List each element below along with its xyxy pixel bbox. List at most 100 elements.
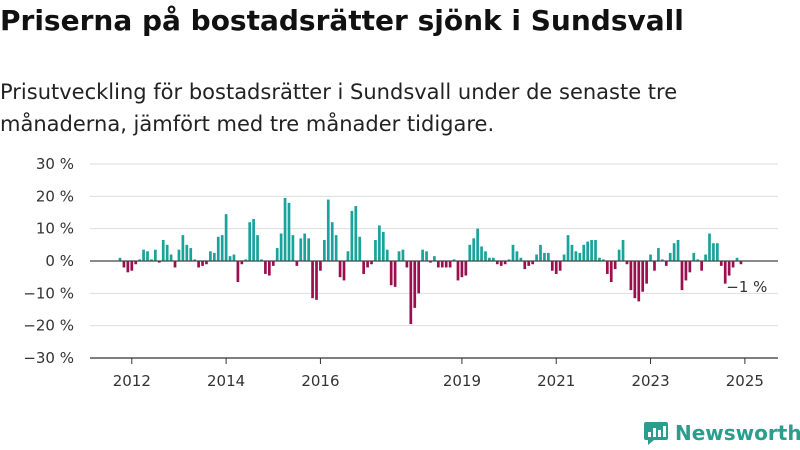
- bar: [531, 261, 534, 265]
- bar: [334, 235, 338, 261]
- brand-name: Newsworthy: [675, 421, 800, 445]
- bar: [527, 261, 531, 266]
- y-tick-label: 30 %: [36, 155, 74, 173]
- bar: [672, 243, 676, 261]
- y-tick-label: 10 %: [36, 220, 74, 238]
- bar: [637, 261, 641, 302]
- bar: [323, 239, 326, 261]
- y-axis: 30 % 20 % 10 % 0 % −10 % −20 % −30 %: [23, 155, 74, 367]
- bar: [385, 249, 389, 261]
- bar: [389, 261, 393, 286]
- bar: [433, 256, 436, 261]
- bar: [338, 261, 342, 278]
- bar: [209, 251, 212, 261]
- x-tick-label: 2012: [113, 372, 151, 390]
- bar: [366, 261, 369, 268]
- bar: [326, 199, 330, 261]
- bar: [735, 257, 739, 261]
- bar: [558, 261, 562, 271]
- bar: [405, 261, 409, 268]
- bar: [311, 261, 314, 299]
- bar: [488, 257, 491, 261]
- bar: [684, 261, 688, 281]
- bar: [397, 251, 401, 261]
- bar: [727, 261, 731, 276]
- bar: [562, 254, 566, 261]
- y-tick-label: −30 %: [23, 349, 74, 367]
- bar: [330, 222, 334, 261]
- bar: [484, 251, 487, 261]
- bar: [220, 235, 224, 261]
- y-tick-label: 20 %: [36, 187, 74, 205]
- bar: [205, 261, 208, 265]
- bar: [664, 261, 668, 266]
- bar: [126, 261, 130, 273]
- bar: [267, 261, 271, 276]
- x-tick-label: 2025: [726, 372, 764, 390]
- bar: [122, 261, 126, 268]
- bar: [374, 239, 377, 261]
- bar: [181, 235, 185, 261]
- bar: [625, 261, 629, 265]
- bar: [586, 241, 590, 261]
- bar: [197, 261, 200, 268]
- bar: [154, 249, 157, 261]
- bar: [539, 244, 542, 261]
- bar: [256, 235, 259, 261]
- bar: [378, 225, 381, 261]
- bars: [90, 197, 778, 325]
- bar: [566, 235, 570, 261]
- bar: [315, 261, 318, 300]
- bar: [456, 261, 460, 281]
- bar: [645, 261, 648, 284]
- bar: [429, 261, 432, 263]
- bar: [582, 244, 586, 261]
- bar: [519, 257, 523, 261]
- bar: [617, 249, 621, 261]
- bar: [660, 259, 664, 261]
- bar: [507, 259, 511, 261]
- bar: [193, 259, 197, 261]
- bar: [641, 261, 645, 292]
- bar: [598, 257, 601, 261]
- bar: [602, 259, 605, 261]
- bar: [649, 254, 652, 261]
- bar: [476, 228, 479, 261]
- bar: [275, 248, 279, 261]
- bar: [165, 244, 169, 261]
- y-tick-label: −10 %: [23, 284, 74, 302]
- bar: [708, 233, 711, 261]
- bar: [346, 251, 350, 261]
- bar: [417, 261, 421, 294]
- bar: [716, 243, 719, 261]
- bar: [594, 239, 597, 261]
- bar: [409, 261, 413, 325]
- bar: [291, 235, 295, 261]
- bar: [605, 261, 609, 274]
- bar: [460, 261, 464, 278]
- bar: [570, 244, 574, 261]
- bar: [712, 243, 715, 261]
- bar: [629, 261, 633, 291]
- bar: [232, 254, 236, 261]
- bar: [547, 252, 550, 261]
- bar: [731, 261, 735, 268]
- bar: [613, 261, 617, 270]
- bar: [295, 261, 299, 266]
- bar: [157, 261, 161, 263]
- bar: [264, 261, 267, 274]
- bar: [150, 259, 153, 261]
- bar: [621, 239, 625, 261]
- x-tick-label: 2023: [631, 372, 669, 390]
- bar: [236, 261, 240, 283]
- bar: [370, 261, 373, 265]
- x-tick-label: 2021: [537, 372, 575, 390]
- bar: [590, 239, 593, 261]
- bar: [173, 261, 177, 268]
- bar: [299, 238, 303, 261]
- bar: [468, 244, 472, 261]
- bar: [511, 244, 515, 261]
- bar: [472, 238, 476, 261]
- bar: [719, 261, 723, 266]
- bar: [448, 261, 452, 268]
